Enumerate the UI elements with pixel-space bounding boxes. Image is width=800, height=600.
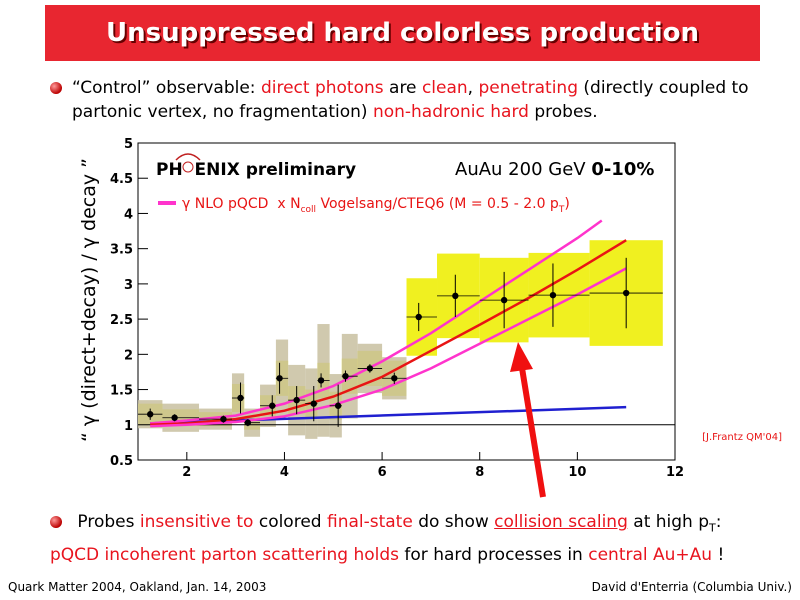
data-point: [452, 292, 459, 300]
curve: [150, 239, 627, 427]
slide-title: Unsuppressed hard colorless production: [45, 5, 760, 61]
bullet-text: do show: [412, 512, 495, 532]
y-tick-label: 2: [124, 348, 133, 363]
data-point: [237, 394, 244, 402]
bullet-icon: [50, 82, 62, 94]
curve: [150, 219, 603, 425]
arrow: [510, 342, 546, 498]
plot-area: 2 4 6 8 10 12 0.5 1 1.5 2 2.5 3 3.5 4 4.5 5: [110, 137, 684, 480]
data-point: [244, 419, 252, 426]
bullet-text: Probes: [72, 512, 140, 532]
data-point: [391, 375, 398, 382]
logo: [175, 153, 201, 173]
y-tick-label: 1.5: [110, 384, 133, 399]
data-point: [293, 396, 300, 404]
bullet-text: T: [709, 521, 716, 535]
system-label: AuAu 200 GeV 0-10%: [455, 159, 654, 180]
y-tick-label: 3: [124, 278, 133, 293]
legend-part: coll: [301, 205, 316, 215]
bullet-text: collision scaling: [494, 512, 628, 532]
x-tick-label: 12: [666, 465, 684, 480]
bullet-text: penetrating: [478, 78, 578, 98]
bullet-text: clean: [421, 78, 468, 98]
data-point: [622, 289, 630, 297]
bullet-text: direct photons: [260, 78, 384, 98]
data-point: [500, 296, 508, 304]
bullet-text: non-hadronic hard: [372, 102, 529, 122]
bullet-text: colored: [253, 512, 327, 532]
legend-part: ): [564, 196, 569, 212]
bullet-text: probes.: [528, 102, 598, 122]
x-tick-label: 8: [475, 465, 484, 480]
data-point: [342, 372, 349, 380]
bullet-text: for hard processes in: [399, 545, 589, 565]
centrality: 0-10%: [591, 159, 654, 180]
x-tick-label: 6: [378, 465, 387, 480]
y-tick-label: 5: [124, 137, 133, 152]
legend-part: γ NLO pQCD x N: [182, 196, 301, 212]
data-point: [366, 365, 374, 372]
curve: [150, 267, 627, 428]
bullet-text: :: [715, 512, 722, 532]
system: AuAu 200 GeV: [455, 159, 591, 180]
y-tick-label: 1: [124, 419, 133, 434]
bullet-text: !: [712, 545, 725, 565]
y-tick-label: 4: [124, 207, 133, 222]
x-tick-label: 10: [568, 465, 586, 480]
data-point: [171, 414, 178, 421]
data-point: [415, 313, 422, 321]
bullet: Probes insensitive to colored final-stat…: [50, 510, 790, 540]
chart: “ γ (direct+decay) / γ decay ” 2 4 6 8 10 120…: [78, 137, 782, 498]
y-tick-label: 4.5: [110, 172, 133, 187]
x-tick-label: 4: [280, 465, 289, 480]
data-point: [220, 415, 227, 423]
bullet-text: insensitive to: [139, 512, 254, 532]
bullet-text: pQCD incoherent parton scattering holds: [50, 545, 400, 565]
x-tick-label: 2: [182, 465, 191, 480]
bullet-text: ,: [467, 78, 479, 98]
legend-part: Vogelsang/CTEQ6 (M = 0.5 - 2.0 p: [316, 196, 559, 212]
data-point: [147, 411, 154, 418]
data-point: [549, 291, 557, 299]
legend-part: T: [558, 205, 565, 215]
reference-label: [J.Frantz QM'04]: [702, 432, 782, 443]
bullet-text: “Control” observable:: [72, 78, 261, 98]
y-tick-label: 0.5: [110, 454, 133, 469]
bullet: “Control” observable: direct photons are…: [50, 76, 800, 124]
y-tick-label: 3.5: [110, 243, 133, 258]
bullet-text: are: [383, 78, 422, 98]
bullet-text: (directly coupled to partonic vertex, no…: [72, 78, 754, 122]
data-point: [317, 377, 325, 384]
data-point: [269, 402, 276, 409]
y-axis-label: “ γ (direct+decay) / γ decay ”: [78, 158, 100, 442]
bullet-text: at high p: [627, 512, 710, 532]
bullet-icon: [50, 516, 62, 528]
bullet: pQCD incoherent parton scattering holds …: [50, 543, 790, 567]
footer-right: David d'Enterria (Columbia Univ.): [591, 580, 792, 594]
data-point: [310, 400, 317, 407]
bullet-text: final-state: [326, 512, 413, 532]
data-point: [334, 402, 342, 409]
bullet-text: central Au+Au: [588, 545, 713, 565]
experiment-label: PH ENIX preliminary: [156, 160, 356, 180]
y-tick-label: 2.5: [110, 313, 133, 328]
data-point: [276, 375, 283, 382]
legend-text: γ NLO pQCD x Ncoll Vogelsang/CTEQ6 (M = …: [182, 196, 570, 215]
footer-left: Quark Matter 2004, Oakland, Jan. 14, 200…: [8, 580, 267, 594]
